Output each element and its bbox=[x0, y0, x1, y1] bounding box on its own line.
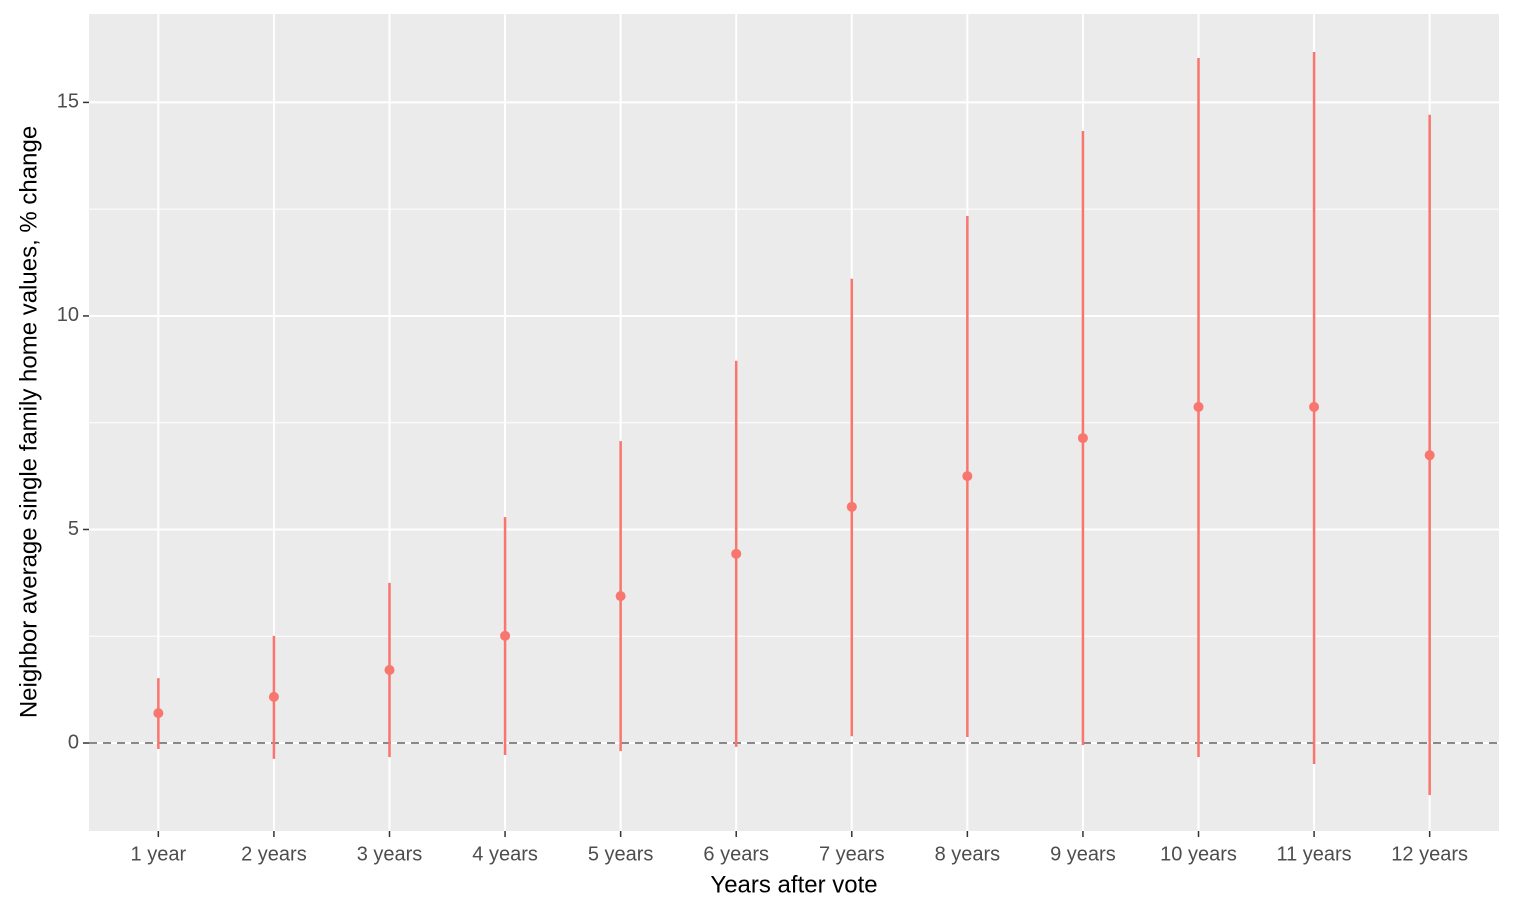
point bbox=[1309, 401, 1320, 412]
x-tick-label: 11 years bbox=[1276, 843, 1351, 865]
x-tick-label: 3 years bbox=[357, 843, 423, 865]
x-axis-title: Years after vote bbox=[710, 871, 877, 898]
x-tick-label: 6 years bbox=[703, 843, 769, 865]
point bbox=[153, 708, 164, 719]
y-tick-label: 10 bbox=[57, 304, 79, 326]
x-tick-label: 10 years bbox=[1160, 843, 1237, 865]
point bbox=[1193, 401, 1204, 412]
point bbox=[268, 691, 279, 702]
y-tick-label: 0 bbox=[68, 731, 79, 753]
x-tick-label: 8 years bbox=[935, 843, 1001, 865]
point bbox=[962, 471, 973, 482]
x-tick-label: 7 years bbox=[819, 843, 885, 865]
point bbox=[615, 591, 626, 602]
y-tick-label: 15 bbox=[57, 91, 79, 113]
x-tick-label: 5 years bbox=[588, 843, 654, 865]
point bbox=[731, 548, 742, 559]
x-tick-label: 9 years bbox=[1050, 843, 1116, 865]
y-axis-title: Neighbor average single family home valu… bbox=[15, 126, 42, 718]
x-tick-label: 2 years bbox=[241, 843, 307, 865]
point bbox=[384, 664, 395, 675]
y-tick-label: 5 bbox=[68, 518, 79, 540]
x-tick-label: 4 years bbox=[472, 843, 538, 865]
point bbox=[1077, 433, 1088, 444]
point bbox=[500, 630, 511, 641]
point bbox=[846, 501, 857, 512]
marks bbox=[89, 52, 1499, 796]
point bbox=[1424, 450, 1435, 461]
x-tick-label: 12 years bbox=[1391, 843, 1468, 865]
x-tick-label: 1 year bbox=[131, 843, 187, 865]
